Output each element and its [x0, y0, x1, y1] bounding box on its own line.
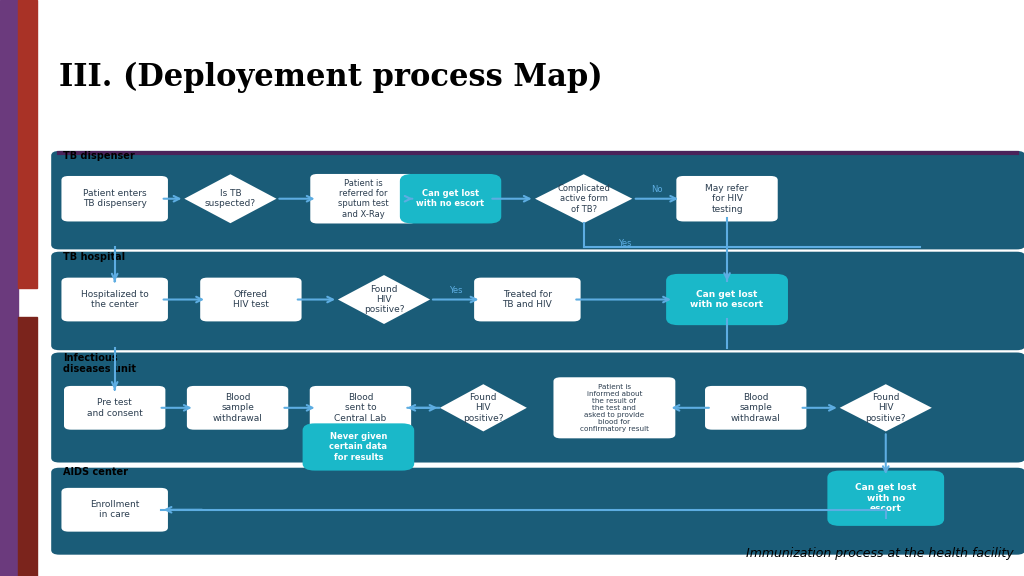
Text: Can get lost
with no escort: Can get lost with no escort: [417, 189, 484, 209]
Text: Immunization process at the health facility: Immunization process at the health facil…: [746, 547, 1014, 560]
Text: Blood
sample
withdrawal: Blood sample withdrawal: [213, 393, 262, 423]
Text: Found
HIV
positive?: Found HIV positive?: [463, 393, 504, 423]
FancyBboxPatch shape: [51, 468, 1024, 555]
Text: Patient enters
TB dispensery: Patient enters TB dispensery: [83, 189, 146, 209]
Polygon shape: [535, 175, 632, 223]
Text: Found
HIV
positive?: Found HIV positive?: [865, 393, 906, 423]
FancyBboxPatch shape: [61, 278, 168, 321]
Polygon shape: [338, 275, 430, 324]
Text: Hospitalized to
the center: Hospitalized to the center: [81, 290, 148, 309]
Text: No: No: [651, 185, 663, 194]
FancyBboxPatch shape: [553, 377, 676, 438]
Text: TB hospital: TB hospital: [63, 252, 126, 262]
FancyBboxPatch shape: [200, 278, 301, 321]
Text: Yes: Yes: [617, 238, 632, 248]
FancyBboxPatch shape: [309, 386, 411, 430]
FancyBboxPatch shape: [399, 174, 502, 223]
Text: Never given
certain data
for results: Never given certain data for results: [330, 432, 387, 462]
Polygon shape: [184, 175, 276, 223]
Text: Patient is
informed about
the result of
the test and
asked to provide
blood for
: Patient is informed about the result of …: [580, 384, 649, 432]
Text: Offered
HIV test: Offered HIV test: [232, 290, 269, 309]
Text: May refer
for HIV
testing: May refer for HIV testing: [706, 184, 749, 214]
Text: Infectious
diseases unit: Infectious diseases unit: [63, 353, 136, 374]
Text: Complicated
active form
of TB?: Complicated active form of TB?: [557, 184, 610, 214]
Text: Blood
sample
withdrawal: Blood sample withdrawal: [731, 393, 780, 423]
Bar: [18, 0, 37, 288]
Text: Enrollment
in care: Enrollment in care: [90, 500, 139, 520]
FancyBboxPatch shape: [303, 423, 414, 471]
FancyBboxPatch shape: [827, 471, 944, 526]
Text: Can get lost
with no
escort: Can get lost with no escort: [855, 483, 916, 513]
FancyBboxPatch shape: [61, 176, 168, 221]
FancyBboxPatch shape: [676, 176, 778, 221]
Text: Yes: Yes: [449, 286, 463, 295]
Text: Treated for
TB and HIV: Treated for TB and HIV: [503, 290, 552, 309]
FancyBboxPatch shape: [51, 353, 1024, 463]
Text: Blood
sent to
Central Lab: Blood sent to Central Lab: [334, 393, 387, 423]
FancyBboxPatch shape: [310, 174, 417, 223]
Polygon shape: [440, 384, 526, 431]
Polygon shape: [840, 384, 932, 431]
FancyBboxPatch shape: [51, 151, 1024, 249]
FancyBboxPatch shape: [63, 386, 166, 430]
FancyBboxPatch shape: [705, 386, 807, 430]
Text: Patient is
referred for
sputum test
and X-Ray: Patient is referred for sputum test and …: [338, 179, 389, 219]
Text: Pre test
and consent: Pre test and consent: [87, 398, 142, 418]
Text: AIDS center: AIDS center: [63, 467, 128, 476]
FancyBboxPatch shape: [51, 252, 1024, 350]
FancyBboxPatch shape: [666, 274, 788, 325]
Text: Can get lost
with no escort: Can get lost with no escort: [690, 290, 764, 309]
Text: III. (Deployement process Map): III. (Deployement process Map): [59, 62, 603, 93]
FancyBboxPatch shape: [61, 488, 168, 532]
Text: TB dispenser: TB dispenser: [63, 151, 135, 161]
Text: Is TB
suspected?: Is TB suspected?: [205, 189, 256, 209]
FancyBboxPatch shape: [474, 278, 581, 321]
Bar: [0, 0, 18, 576]
Bar: [18, 317, 37, 576]
FancyBboxPatch shape: [186, 386, 289, 430]
Text: Found
HIV
positive?: Found HIV positive?: [364, 285, 404, 314]
